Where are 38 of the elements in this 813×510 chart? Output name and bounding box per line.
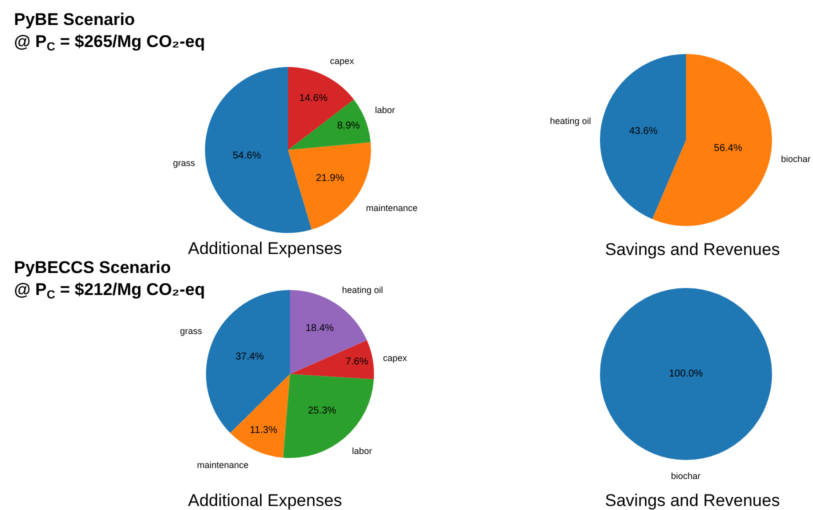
data-label: 37.4% [235, 352, 264, 363]
pie-slice [288, 100, 371, 150]
data-label: 21.9% [316, 172, 344, 184]
pie-slice [600, 54, 686, 220]
chart-title: PyBECCS Scenario [14, 258, 171, 277]
chart-subtitle: @ P$_{C}$ = $265/Mg CO₂-eq [14, 32, 205, 54]
slice-label: biochar [671, 471, 701, 481]
slice-label: capex [383, 353, 408, 363]
data-label: 11.3% [250, 424, 278, 436]
slice-label: grass [173, 158, 196, 168]
text: Additional Expenses [188, 239, 342, 258]
slice-label: heating oil [550, 116, 592, 126]
pie-slice [230, 374, 290, 458]
data-label: 14.6% [299, 92, 328, 104]
data-label: 43.6% [629, 126, 658, 137]
chart-subtitle: @ P$_{C}$ = $212/Mg CO₂-eq [14, 280, 205, 302]
text: Savings and Revenues [605, 240, 780, 259]
text: Additional Expenses [188, 491, 342, 510]
text: Savings and Revenues [605, 491, 780, 510]
slice-label: labor [352, 446, 372, 456]
slice-label: heating oil [342, 285, 384, 295]
pie-slice [283, 374, 374, 458]
data-label: 8.9% [337, 120, 360, 132]
slice-label: capex [330, 56, 355, 66]
slice-label: maintenance [197, 460, 249, 470]
pie-slice [290, 340, 374, 380]
slice-label: biochar [781, 154, 811, 164]
data-label: 25.3% [308, 406, 336, 417]
slice-label: maintenance [366, 203, 418, 213]
data-label: 56.4% [714, 143, 742, 154]
data-label: 100.0% [668, 368, 704, 380]
pie-slice [206, 290, 290, 434]
slice-label: grass [180, 326, 203, 336]
data-label: 18.4% [305, 323, 334, 334]
chart-title: PyBE Scenario [14, 10, 135, 29]
data-label: 54.6% [232, 150, 262, 162]
data-label: 7.6% [345, 356, 368, 368]
slice-label: labor [375, 105, 396, 115]
